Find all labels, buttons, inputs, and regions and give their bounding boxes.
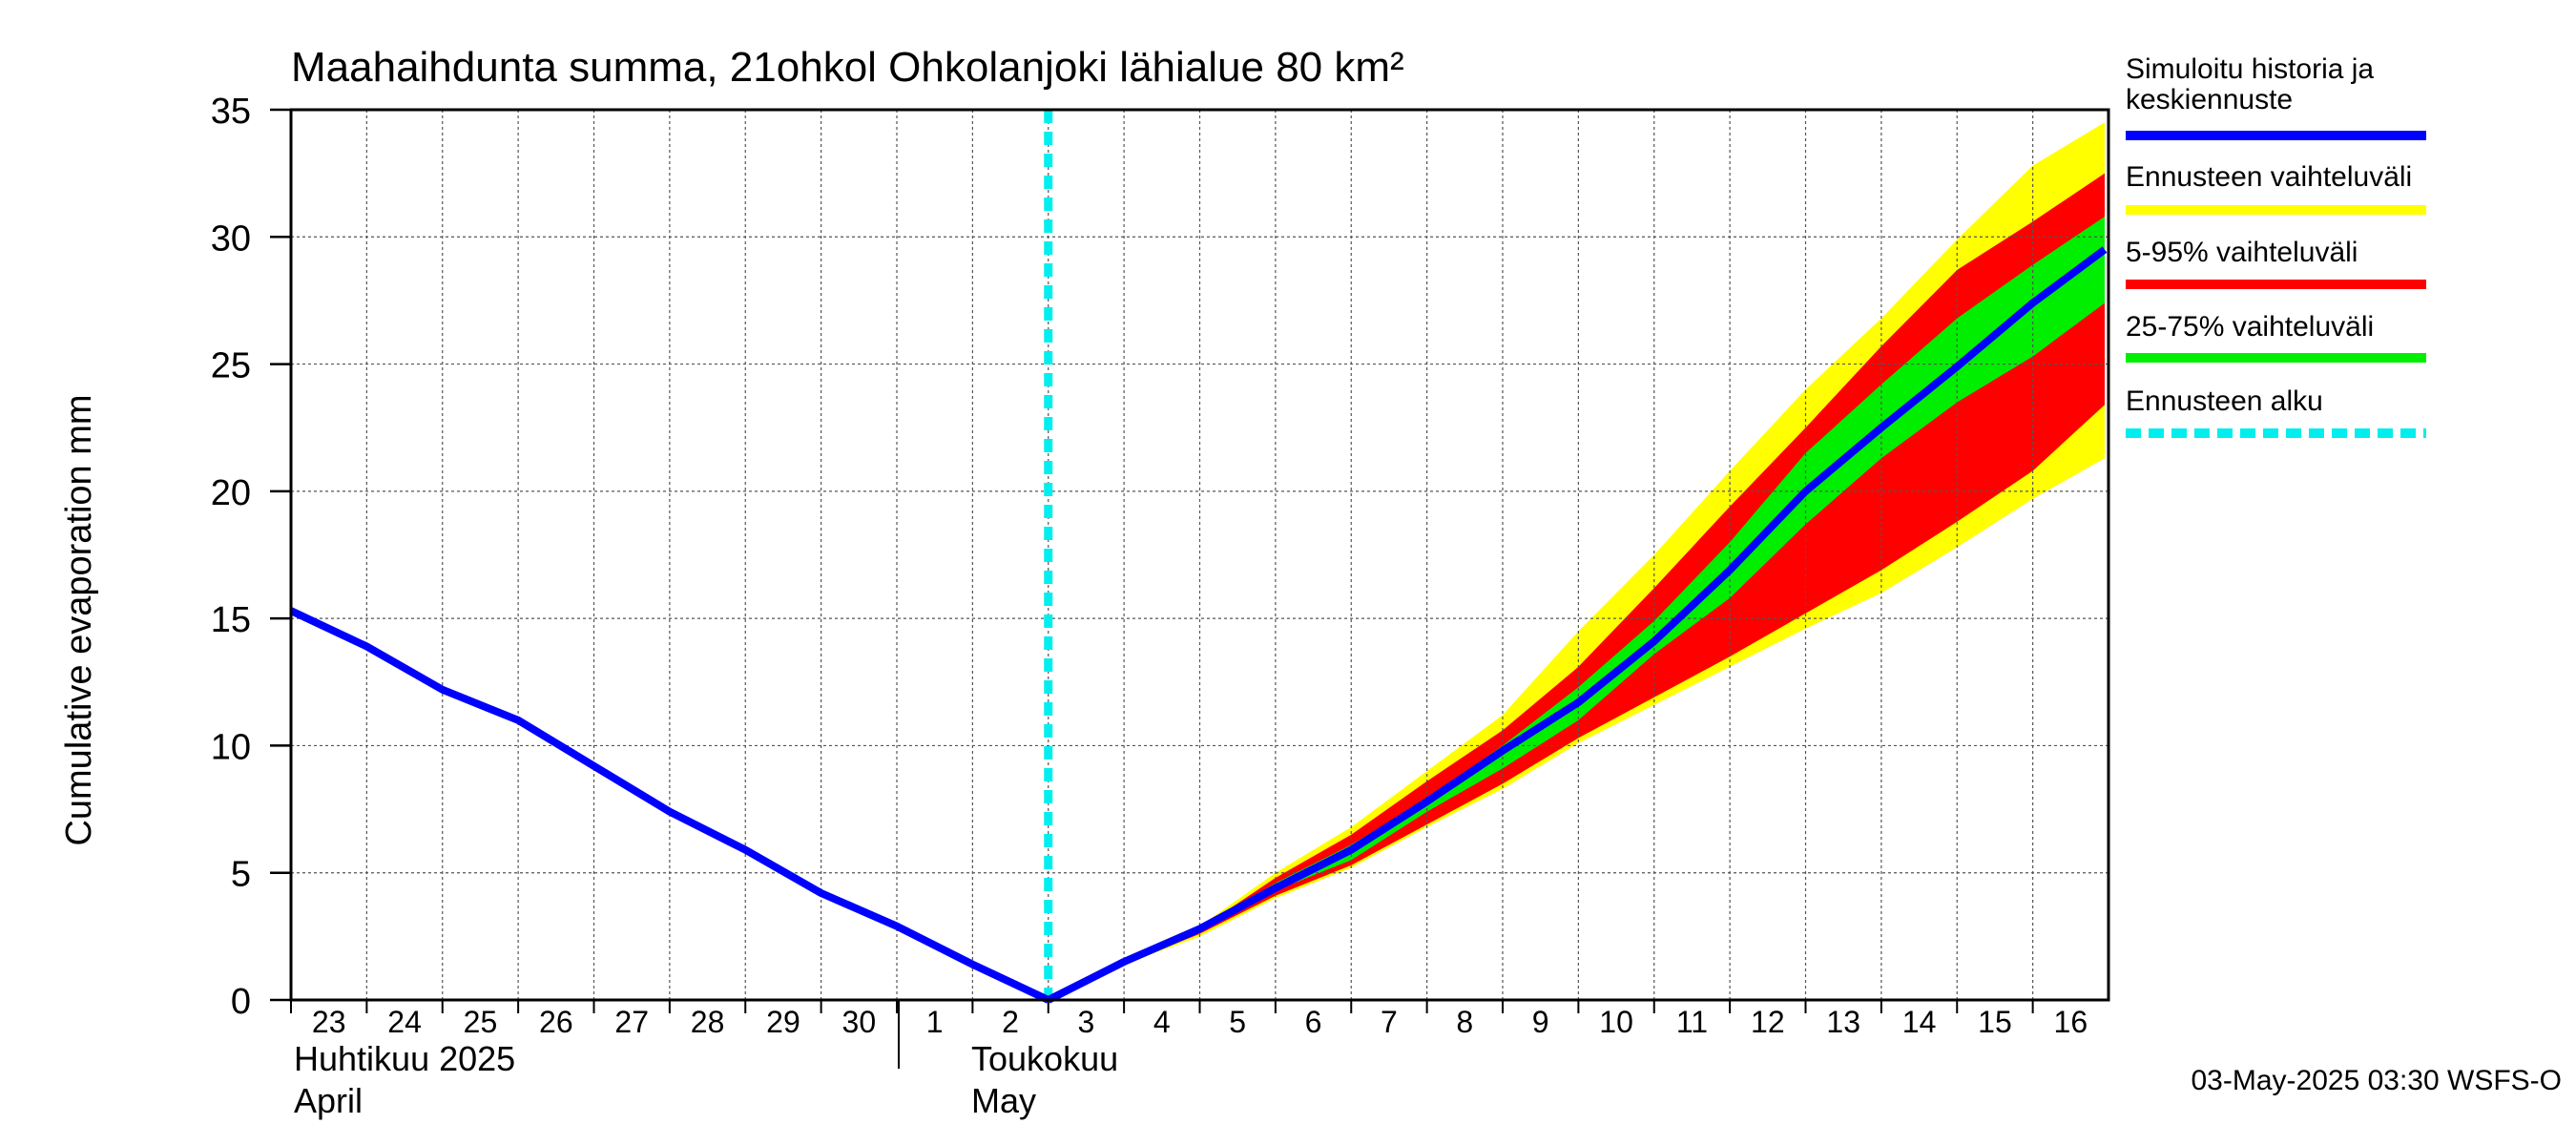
x-axis-ticks: 23 24 25 26 27 28 29 30 1 2 3 4 5 6 7 8 9 10 11 12 13 14 15 16 [290,1000,2088,1039]
x-tick-label: 25 [464,1005,498,1039]
legend-label: 5-95% vaihteluväli [2126,237,2358,268]
band-p25-75 [1048,217,2105,1000]
legend-label: Ennusteen vaihteluväli [2126,161,2412,193]
x-tick-label: 28 [691,1005,725,1039]
band-range [1048,122,2105,1001]
x-tick-label: 16 [2054,1005,2088,1039]
legend: Simuloitu historia ja keskiennuste Ennuste… [2126,53,2426,438]
x-tick-label: 23 [312,1005,346,1039]
month-label-may-fi: Toukokuu [971,1039,1118,1078]
x-tick-label: 8 [1456,1005,1473,1039]
legend-label: Ennusteen alku [2126,385,2323,417]
y-tick-label: 0 [231,982,251,1022]
x-tick-label: 14 [1902,1005,1937,1039]
x-tick-label: 26 [539,1005,573,1039]
y-tick-label: 20 [211,473,251,513]
forecast-median-line [1046,246,2108,1004]
x-tick-label: 15 [1978,1005,2012,1039]
x-tick-label: 1 [926,1005,944,1039]
x-tick-label: 11 [1676,1005,1708,1039]
x-tick-label: 3 [1078,1005,1095,1039]
band-p5-95 [1048,173,2105,1001]
x-tick-label: 9 [1532,1005,1549,1039]
x-tick-label: 30 [842,1005,877,1039]
y-axis-label: Cumulative evaporation mm [59,394,99,845]
y-tick-label: 5 [231,855,251,895]
y-tick-label: 35 [211,92,251,132]
x-tick-label: 10 [1599,1005,1633,1039]
y-tick-label: 25 [211,346,251,386]
x-tick-label: 12 [1751,1005,1785,1039]
month-label-april-en: April [294,1081,363,1120]
month-label-may-en: May [971,1081,1036,1120]
x-tick-label: 24 [387,1005,422,1039]
x-tick-label: 27 [614,1005,649,1039]
chart-title: Maahaihdunta summa, 21ohkol Ohkolanjoki … [291,44,1404,91]
x-tick-label: 4 [1153,1005,1171,1039]
legend-label: Simuloitu historia ja keskiennuste [2126,53,2374,115]
x-tick-label: 29 [766,1005,800,1039]
x-tick-label: 7 [1381,1005,1398,1039]
x-tick-label: 6 [1305,1005,1322,1039]
x-tick-label: 13 [1826,1005,1860,1039]
y-axis-ticks: 0 5 10 15 20 25 30 35 [211,92,291,1022]
footer-timestamp: 03-May-2025 03:30 WSFS-O [2192,1065,2563,1096]
y-tick-label: 10 [211,727,251,767]
x-tick-label: 5 [1229,1005,1246,1039]
y-tick-label: 15 [211,600,251,640]
month-label-april-fi: Huhtikuu 2025 [294,1039,515,1078]
x-tick-label: 2 [1002,1005,1019,1039]
history-line [289,607,1050,1004]
legend-label: 25-75% vaihteluväli [2126,311,2374,343]
y-tick-label: 30 [211,219,251,259]
median-lines [289,246,2108,1004]
forecast-bands [1048,122,2105,1001]
